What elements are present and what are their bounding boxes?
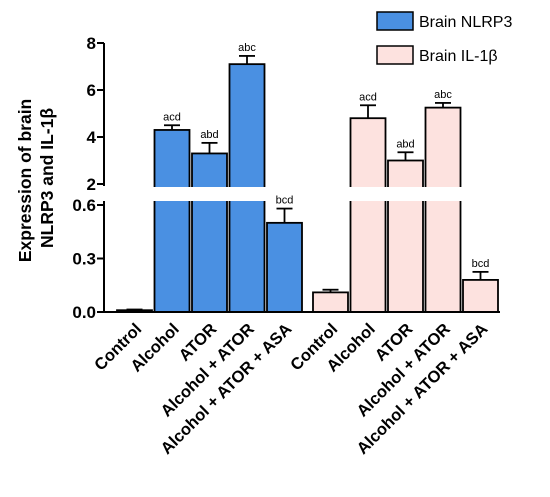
bar-nlrp3-2	[153, 129, 191, 313]
y-axis: 0.0 0.3 0.6 2 4 6 8	[72, 34, 500, 322]
y-tick-label: 2	[87, 175, 96, 194]
legend-swatch-il1b	[376, 45, 414, 65]
significance-label: acd	[359, 91, 377, 103]
bar-il1b-1	[312, 291, 349, 313]
bar-nlrp3-5	[266, 221, 303, 313]
axis-break	[92, 187, 512, 201]
y-tick-label: 8	[87, 34, 96, 53]
bar-il1b-4	[424, 106, 462, 313]
y-axis-title-line-1: Expression of brain	[15, 99, 35, 262]
legend: Brain NLRP3 Brain IL-1β	[376, 11, 512, 65]
significance-label: bcd	[276, 195, 294, 207]
significance-label: abd	[396, 138, 414, 150]
y-tick-label: 0.0	[72, 303, 96, 322]
legend-swatch-nlrp3	[376, 11, 414, 31]
significance-label: abc	[238, 42, 256, 54]
significance-label: bcd	[472, 258, 490, 270]
legend-label-nlrp3: Brain NLRP3	[419, 14, 512, 31]
y-axis-title-line-2: NLRP3 and IL-1β	[37, 108, 57, 248]
significance-label: abc	[434, 89, 452, 101]
y-tick-label: 6	[87, 81, 96, 100]
y-tick-label: 4	[87, 128, 97, 147]
bar-nlrp3-3	[191, 152, 228, 313]
y-tick-label: 0.6	[72, 196, 96, 215]
chart-marks	[92, 55, 512, 313]
significance-label: abd	[200, 129, 218, 141]
significance-label: acd	[163, 111, 181, 123]
y-axis-title: Expression of brain NLRP3 and IL-1β	[15, 94, 57, 262]
legend-label-il1b: Brain IL-1β	[419, 48, 498, 65]
bar-il1b-3	[387, 159, 424, 313]
y-tick-label: 0.3	[72, 250, 96, 269]
bar-il1b-5	[462, 278, 499, 313]
bar-il1b-2	[349, 117, 387, 313]
